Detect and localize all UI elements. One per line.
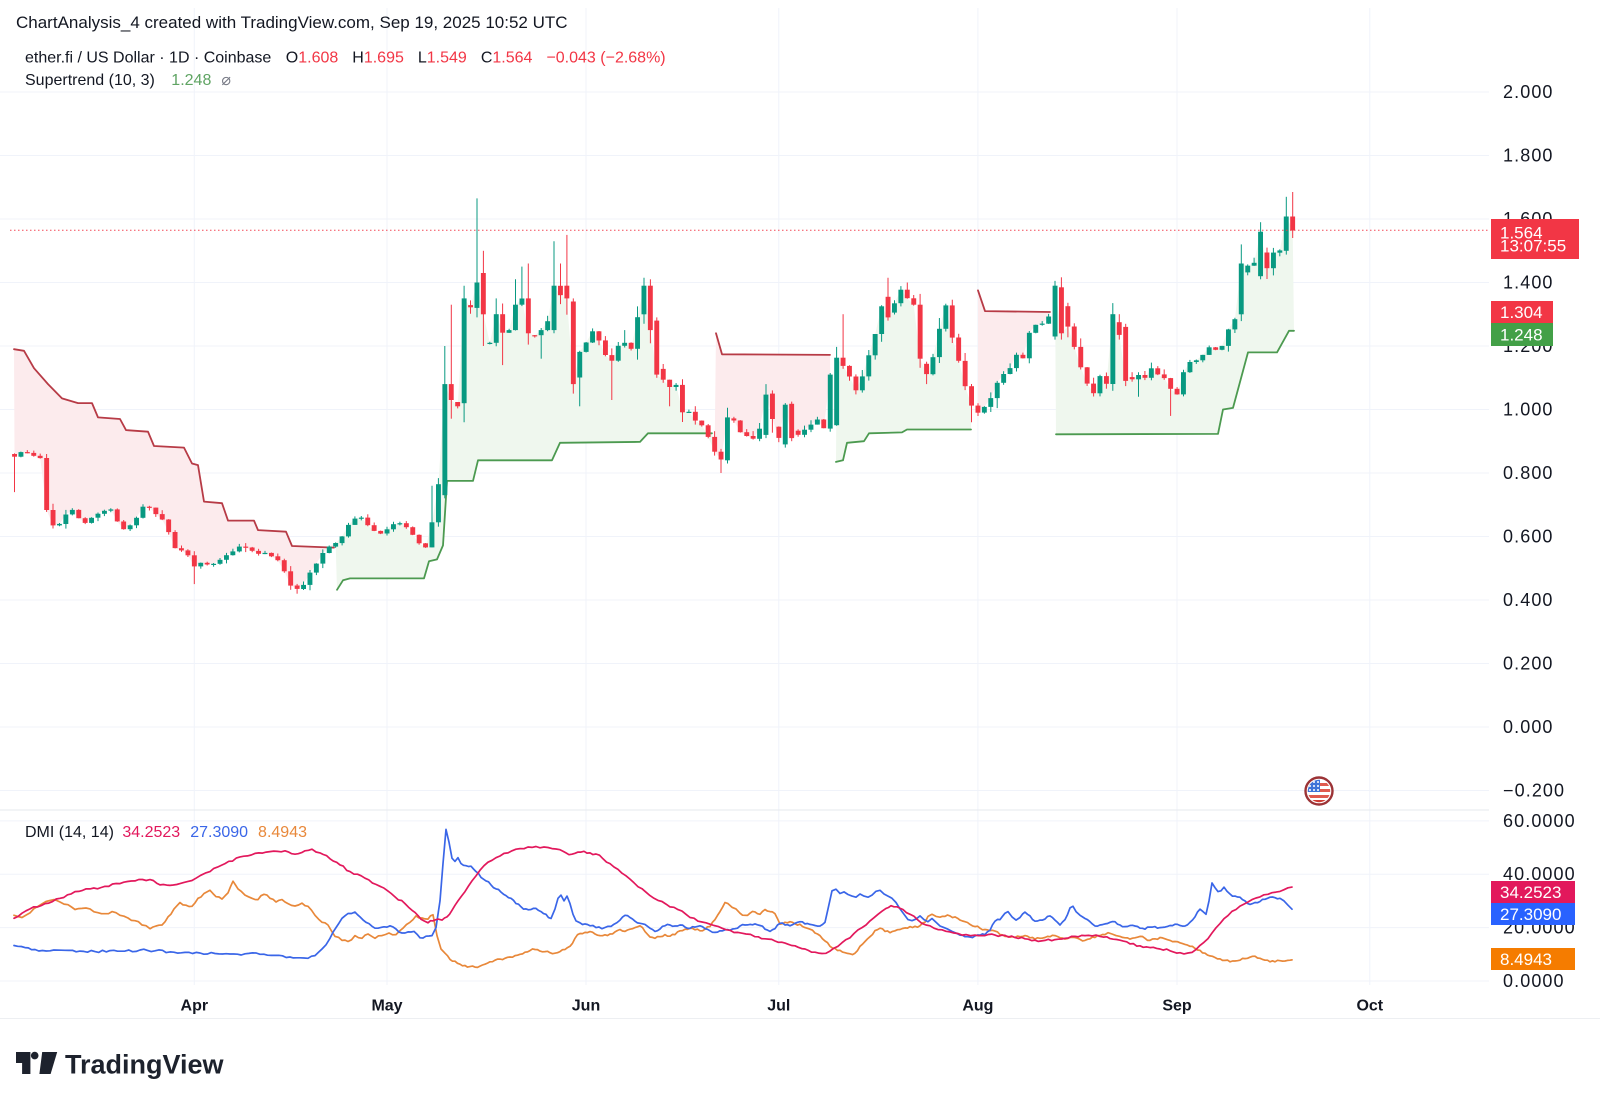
svg-text:Apr: Apr [181,998,209,1015]
svg-text:0.200: 0.200 [1503,654,1554,674]
svg-text:Oct: Oct [1356,998,1383,1015]
svg-text:1.000: 1.000 [1503,400,1554,420]
svg-text:Sep: Sep [1162,998,1192,1015]
svg-text:13:07:55: 13:07:55 [1500,237,1566,256]
svg-text:Jun: Jun [572,998,600,1015]
svg-text:8.4943: 8.4943 [1500,950,1552,969]
svg-text:0.000: 0.000 [1503,717,1554,737]
svg-text:0.400: 0.400 [1503,590,1554,610]
svg-text:Aug: Aug [962,998,993,1015]
svg-text:60.0000: 60.0000 [1503,811,1576,831]
svg-text:0.0000: 0.0000 [1503,971,1565,991]
svg-text:2.000: 2.000 [1503,82,1554,102]
svg-text:TradingView: TradingView [65,1050,225,1080]
svg-text:May: May [371,998,402,1015]
svg-text:1.800: 1.800 [1503,146,1554,166]
svg-text:ChartAnalysis_4 created with T: ChartAnalysis_4 created with TradingView… [16,13,568,32]
svg-text:34.2523: 34.2523 [1500,883,1561,902]
svg-text:0.600: 0.600 [1503,527,1554,547]
svg-text:1.564: 1.564 [1500,223,1543,242]
svg-text:1.248: 1.248 [1500,325,1543,344]
svg-text:−0.200: −0.200 [1503,781,1565,801]
svg-text:27.3090: 27.3090 [1500,905,1561,924]
svg-text:Supertrend (10, 3) 1.248⌀: Supertrend (10, 3) 1.248 ⌀ [25,72,231,89]
svg-text:1.304: 1.304 [1500,303,1543,322]
svg-text:40.0000: 40.0000 [1503,864,1576,884]
svg-text:0.800: 0.800 [1503,463,1554,483]
svg-text:1.400: 1.400 [1503,273,1554,293]
svg-text:Jul: Jul [767,998,790,1015]
